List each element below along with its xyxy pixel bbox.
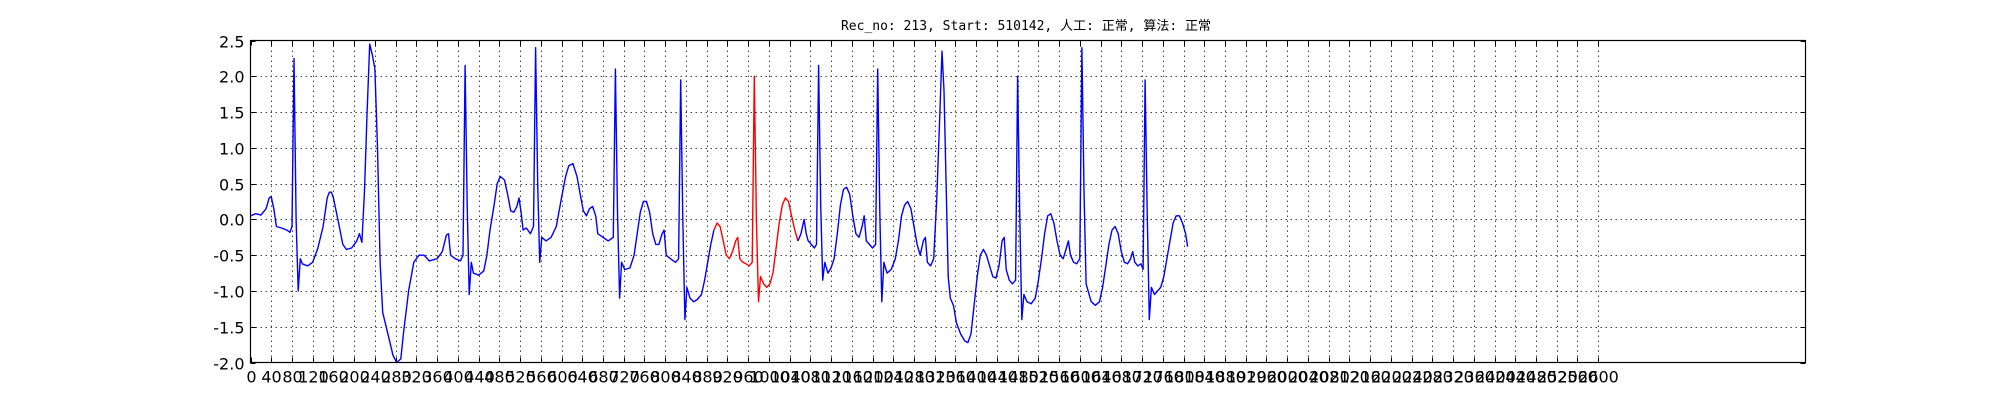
series-line <box>713 75 799 303</box>
x-tick-label: 1720 <box>1122 368 1163 387</box>
x-tick-label: 1200 <box>853 368 894 387</box>
y-tick-label: -2.0 <box>213 355 244 374</box>
x-tick-label: 400 <box>443 368 474 387</box>
x-tick-label: 2080 <box>1309 368 1350 387</box>
x-tick-label: 920 <box>712 368 743 387</box>
x-tick-label: 0 <box>246 368 256 387</box>
x-tick-label: 880 <box>692 368 723 387</box>
x-tick-label: 1440 <box>977 368 1018 387</box>
x-tick-label: 2400 <box>1475 368 1516 387</box>
x-axis: 0 40 8012016020024028032036040044048052056… <box>246 40 1619 387</box>
x-tick-label: 1000 <box>749 368 790 387</box>
x-tick-label: 760 <box>629 368 660 387</box>
x-tick-label: 1880 <box>1205 368 1246 387</box>
x-tick-label: 2600 <box>1578 368 1619 387</box>
grid <box>250 40 1806 363</box>
x-tick-label: 1280 <box>894 368 935 387</box>
x-tick-label: 2560 <box>1557 368 1598 387</box>
series-layer <box>250 43 1189 364</box>
x-tick-label: 1040 <box>770 368 811 387</box>
chart-title: Rec_no: 213, Start: 510142, 人工: 正常, 算法: … <box>841 19 1211 34</box>
x-tick-label: 200 <box>339 368 370 387</box>
x-tick-label: 1120 <box>811 368 852 387</box>
y-tick-label: -0.5 <box>213 247 244 266</box>
x-tick-label: 2280 <box>1412 368 1453 387</box>
x-tick-label: 1400 <box>956 368 997 387</box>
x-tick-label: 1080 <box>790 368 831 387</box>
y-tick-label: 1.5 <box>219 104 244 123</box>
x-tick-label: 360 <box>422 368 453 387</box>
x-tick-label: 120 <box>298 368 329 387</box>
x-tick-label: 960 <box>733 368 764 387</box>
x-tick-label: 1240 <box>873 368 914 387</box>
x-tick-label: 240 <box>360 368 391 387</box>
x-tick-label: 320 <box>401 368 432 387</box>
x-tick-label: 2520 <box>1537 368 1578 387</box>
x-tick-label: 2000 <box>1267 368 1308 387</box>
x-tick-label: 1760 <box>1143 368 1184 387</box>
x-tick-label: 1600 <box>1060 368 1101 387</box>
series-line <box>250 43 715 364</box>
x-tick-label: 1360 <box>935 368 976 387</box>
y-tick-label: -1.5 <box>213 319 244 338</box>
x-tick-label: 2040 <box>1288 368 1329 387</box>
x-tick-label: 2120 <box>1329 368 1370 387</box>
x-tick-label: 80 <box>282 368 302 387</box>
y-tick-label: 0.5 <box>219 176 244 195</box>
x-tick-label: 1680 <box>1101 368 1142 387</box>
x-tick-label: 1960 <box>1246 368 1287 387</box>
series-line <box>797 47 1189 344</box>
x-tick-label: 280 <box>381 368 412 387</box>
x-tick-label: 1160 <box>832 368 873 387</box>
x-tick-label: 720 <box>609 368 640 387</box>
plot-frame <box>249 39 1807 364</box>
y-tick-label: 1.0 <box>219 140 244 159</box>
x-tick-label: 1320 <box>915 368 956 387</box>
x-tick-label: 1920 <box>1226 368 1267 387</box>
x-tick-label: 840 <box>671 368 702 387</box>
x-tick-label: 1640 <box>1081 368 1122 387</box>
y-tick-label: 0.0 <box>219 211 244 230</box>
x-tick-label: 2320 <box>1433 368 1474 387</box>
x-tick-label: 2240 <box>1392 368 1433 387</box>
x-tick-label: 1480 <box>998 368 1039 387</box>
x-tick-label: 1520 <box>1018 368 1059 387</box>
x-tick-label: 160 <box>318 368 349 387</box>
x-tick-label: 1800 <box>1164 368 1205 387</box>
x-tick-label: 2360 <box>1454 368 1495 387</box>
x-tick-label: 560 <box>526 368 557 387</box>
y-tick-label: 2.0 <box>219 68 244 87</box>
y-axis: -2.0 -1.5 -1.0 -0.5 0.0 0.5 1.0 1.5 2.0 2.5 <box>213 33 1806 374</box>
x-tick-label: 2440 <box>1495 368 1536 387</box>
x-tick-label: 680 <box>588 368 619 387</box>
x-tick-label: 640 <box>567 368 598 387</box>
x-tick-label: 40 <box>261 368 281 387</box>
x-tick-label: 520 <box>505 368 536 387</box>
x-tick-label: 600 <box>547 368 578 387</box>
x-tick-label: 2200 <box>1371 368 1412 387</box>
x-tick-label: 1560 <box>1039 368 1080 387</box>
y-tick-label: 2.5 <box>219 33 244 52</box>
x-tick-label: 440 <box>464 368 495 387</box>
x-tick-label: 2480 <box>1516 368 1557 387</box>
x-tick-label: 800 <box>650 368 681 387</box>
y-tick-label: -1.0 <box>213 283 244 302</box>
x-tick-label: 2160 <box>1350 368 1391 387</box>
x-tick-label: 480 <box>484 368 515 387</box>
x-tick-label: 1840 <box>1184 368 1225 387</box>
